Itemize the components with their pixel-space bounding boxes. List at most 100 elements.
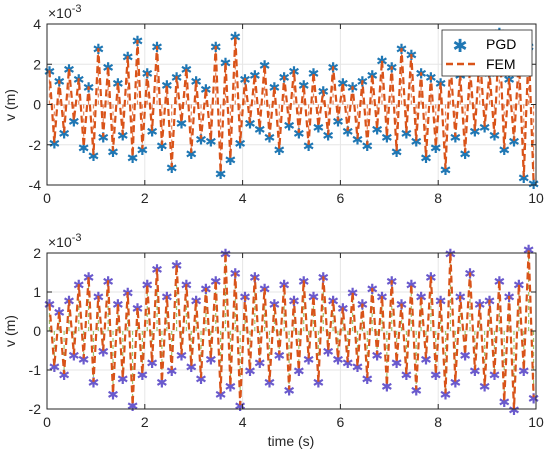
pgd-marker: ✱ [215, 387, 227, 403]
pgd-marker: ✱ [136, 143, 148, 159]
pgd-marker: ✱ [410, 135, 422, 151]
pgd-marker: ✱ [313, 121, 325, 137]
pgd-marker: ✱ [469, 364, 481, 380]
pgd-marker: ✱ [469, 125, 481, 141]
pgd-marker: ✱ [195, 372, 207, 388]
pgd-marker: ✱ [361, 139, 373, 155]
pgd-marker: ✱ [352, 360, 364, 376]
pgd-marker: ✱ [420, 151, 432, 167]
pgd-marker: ✱ [205, 352, 217, 368]
pgd-marker: ✱ [166, 364, 178, 380]
pgd-marker: ✱ [498, 143, 510, 159]
pgd-marker: ✱ [146, 356, 158, 372]
pgd-marker: ✱ [68, 348, 80, 364]
exponent-label-top: ×10-3 [48, 3, 82, 21]
x-tick-label: 2 [141, 190, 149, 206]
y-tick-label: 2 [33, 245, 41, 261]
pgd-marker: ✱ [234, 399, 246, 415]
x-tick-label: 0 [43, 414, 51, 430]
pgd-marker: ✱ [391, 356, 403, 372]
pgd-marker: ✱ [342, 356, 354, 372]
pgd-marker: ✱ [58, 368, 70, 384]
y-axis-label-top: v (m) [2, 89, 18, 121]
pgd-marker: ✱ [283, 384, 295, 400]
pgd-marker: ✱ [528, 391, 540, 407]
pgd-marker: ✱ [381, 380, 393, 396]
pgd-marker: ✱ [225, 153, 237, 169]
pgd-marker: ✱ [97, 345, 109, 361]
pgd-marker: ✱ [244, 364, 256, 380]
pgd-marker: ✱ [283, 119, 295, 135]
legend-box [441, 29, 533, 77]
pgd-marker: ✱ [410, 384, 422, 400]
pgd-marker: ✱ [215, 167, 227, 183]
pgd-marker: ✱ [273, 143, 285, 159]
pgd-marker: ✱ [459, 147, 471, 163]
pgd-marker: ✱ [508, 403, 520, 419]
pgd-marker: ✱ [293, 127, 305, 143]
pgd-marker: ✱ [107, 145, 119, 161]
pgd-marker: ✱ [156, 139, 168, 155]
pgd-marker: ✱ [254, 356, 266, 372]
pgd-marker: ✱ [58, 127, 70, 143]
x-tick-label: 6 [337, 414, 345, 430]
x-tick-label: 4 [239, 414, 247, 430]
pgd-marker: ✱ [313, 376, 325, 392]
pgd-marker: ✱ [371, 348, 383, 364]
subplot-bottom: ✱✱✱✱✱✱✱✱✱✱✱✱✱✱✱✱✱✱✱✱✱✱✱✱✱✱✱✱✱✱✱✱✱✱✱✱✱✱✱✱… [2, 232, 544, 449]
pgd-marker: ✱ [205, 135, 217, 151]
pgd-marker: ✱ [440, 163, 452, 179]
pgd-marker: ✱ [440, 387, 452, 403]
x-tick-label: 8 [434, 414, 442, 430]
pgd-marker: ✱ [518, 364, 530, 380]
pgd-marker: ✱ [381, 131, 393, 147]
pgd-marker: ✱ [371, 123, 383, 139]
pgd-marker: ✱ [508, 135, 520, 151]
pgd-marker: ✱ [332, 115, 344, 131]
y-axis-label-bottom: v (m) [2, 315, 18, 347]
pgd-marker: ✱ [273, 348, 285, 364]
pgd-marker: ✱ [156, 376, 168, 392]
y-tick-label: 1 [33, 284, 41, 300]
y-tick-label: 2 [33, 56, 41, 72]
pgd-marker: ✱ [176, 348, 188, 364]
pgd-marker: ✱ [244, 117, 256, 133]
fem-line [48, 32, 535, 184]
x-tick-label: 6 [337, 190, 345, 206]
pgd-marker: ✱ [88, 149, 100, 165]
pgd-marker: ✱ [293, 364, 305, 380]
y-tick-label: -2 [29, 137, 42, 153]
series-layer-bottom: ✱✱✱✱✱✱✱✱✱✱✱✱✱✱✱✱✱✱✱✱✱✱✱✱✱✱✱✱✱✱✱✱✱✱✱✱✱✱✱✱… [44, 243, 540, 419]
y-tick-label: 0 [33, 97, 41, 113]
pgd-marker: ✱ [185, 147, 197, 163]
pgd-marker: ✱ [48, 137, 60, 153]
pgd-marker: ✱ [146, 125, 158, 141]
pgd-marker: ✱ [332, 352, 344, 368]
pgd-marker: ✱ [88, 376, 100, 392]
pgd-marker: ✱ [117, 129, 129, 145]
pgd-marker: ✱ [254, 123, 266, 139]
pgd-marker: ✱ [361, 372, 373, 388]
series-layer-top: ✱✱✱✱✱✱✱✱✱✱✱✱✱✱✱✱✱✱✱✱✱✱✱✱✱✱✱✱✱✱✱✱✱✱✱✱✱✱✱✱… [44, 26, 540, 193]
pgd-marker: ✱ [449, 131, 461, 147]
pgd-marker: ✱ [489, 368, 501, 384]
x-tick-label: 2 [141, 414, 149, 430]
pgd-marker: ✱ [401, 127, 413, 143]
y-tick-label: 0 [33, 323, 41, 339]
y-tick-label: 4 [33, 16, 41, 32]
x-tick-label: 10 [528, 414, 544, 430]
pgd-marker: ✱ [489, 129, 501, 145]
pgd-marker: ✱ [48, 360, 60, 376]
ticks-bottom: 0 2 4 6 8 10 -2 -1 0 1 2 [29, 245, 544, 430]
exponent-label-bottom: ×10-3 [48, 232, 82, 250]
pgd-marker: ✱ [166, 161, 178, 177]
x-tick-label: 0 [43, 190, 51, 206]
subplot-top: ✱✱✱✱✱✱✱✱✱✱✱✱✱✱✱✱✱✱✱✱✱✱✱✱✱✱✱✱✱✱✱✱✱✱✱✱✱✱✱✱… [2, 3, 544, 206]
pgd-marker: ✱ [127, 399, 139, 415]
pgd-marker: ✱ [136, 368, 148, 384]
legend: ✱ PGD FEM [441, 29, 533, 77]
pgd-marker: ✱ [234, 137, 246, 153]
x-tick-label: 4 [239, 190, 247, 206]
pgd-marker: ✱ [68, 115, 80, 131]
